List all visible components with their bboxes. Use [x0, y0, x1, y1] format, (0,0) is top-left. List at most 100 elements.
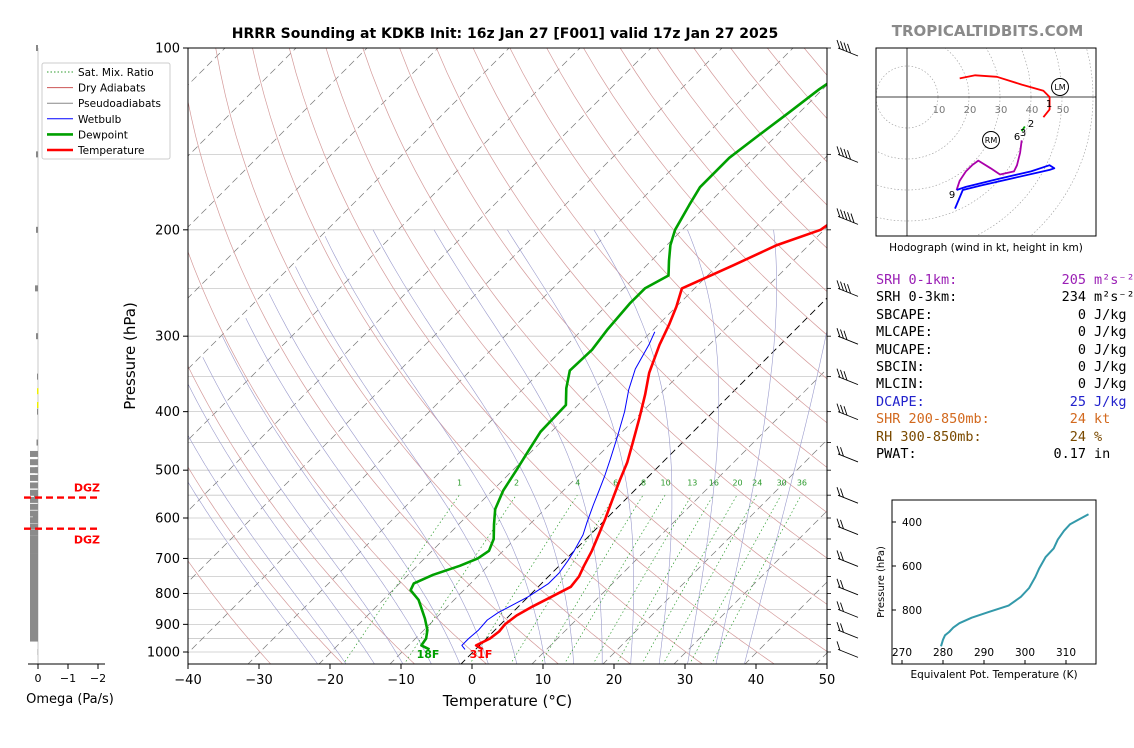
mixing-ratio-line: [563, 495, 666, 664]
mixing-ratio-line: [510, 495, 616, 664]
omega-bar: [30, 580, 38, 587]
dry-adiabat-line: [362, 48, 827, 605]
mixing-ratio-label: 1: [457, 479, 462, 488]
omega-bar: [30, 529, 38, 536]
omega-x-tick-label: −1: [60, 672, 76, 685]
isotherm-line: [188, 48, 439, 299]
omega-axis-label: Omega (Pa/s): [26, 692, 114, 707]
hodograph-marker-circle: [1051, 78, 1069, 96]
pseudoadiabat-line: [687, 229, 720, 664]
omega-bar: [37, 408, 38, 415]
omega-bar: [30, 467, 38, 474]
y-tick-label: 600: [155, 512, 180, 527]
omega-bar: [30, 559, 38, 566]
isotherm-line: [188, 48, 297, 157]
param-unit: J/kg: [1094, 306, 1127, 323]
wind-barb: [836, 39, 859, 57]
wind-barb: [836, 403, 859, 421]
mixing-ratio-label: 30: [777, 479, 787, 488]
omega-x-tick-label: 0: [35, 672, 42, 685]
omega-bar: [30, 553, 38, 560]
dry-adiabat-line: [188, 365, 416, 664]
legend-label: Dry Adiabats: [78, 83, 146, 95]
legend-label: Temperature: [77, 145, 145, 157]
theta-e-x-axis-label: Equivalent Pot. Temperature (K): [910, 669, 1077, 681]
series-wetbulb-line: [461, 331, 656, 650]
y-tick-label: 900: [155, 618, 180, 633]
brand-logo-text: TROPICALTIDBITS.COM: [891, 22, 1084, 40]
param-value: 0: [1077, 358, 1086, 375]
isotherm-line: [318, 155, 827, 664]
theta-e-y-tick-label: 800: [902, 605, 922, 617]
isotherm-line: [188, 48, 581, 441]
param-label: SRH 0-3km:: [876, 289, 958, 306]
omega-bar: [30, 503, 38, 510]
param-unit: J/kg: [1094, 376, 1127, 393]
omega-bar: [36, 226, 38, 233]
legend-box: [41, 62, 171, 160]
x-tick-label: 0: [468, 673, 476, 688]
omega-bar: [30, 585, 38, 592]
omega-bar: [30, 564, 38, 571]
isotherm-line: [247, 84, 827, 664]
dry-adiabat-line: [436, 48, 827, 513]
wind-barb: [836, 601, 859, 618]
pseudoadiabat-line: [245, 317, 461, 664]
skewt-frame: [187, 47, 828, 665]
wind-barb: [836, 578, 859, 596]
hodograph-ring-label: 30: [995, 105, 1008, 116]
omega-bar: [30, 510, 38, 517]
omega-bar: [30, 631, 38, 638]
isotherm-line: [389, 226, 827, 664]
param-label: PWAT:: [876, 445, 917, 462]
param-label: MUCAPE:: [876, 341, 933, 358]
param-unit: kt: [1094, 411, 1111, 428]
hodograph-caption: Hodograph (wind in kt, height in km): [889, 242, 1083, 254]
dry-adiabat-line: [188, 560, 272, 664]
hodograph-trace: [959, 74, 1051, 118]
pseudoadiabat-line: [593, 229, 673, 664]
pseudoadiabat-line: [188, 383, 375, 664]
param-unit: J/kg: [1094, 358, 1127, 375]
param-value: 0: [1077, 306, 1086, 323]
param-value: 0.17: [1053, 445, 1086, 462]
param-label: MLCAPE:: [876, 324, 933, 341]
theta-e-x-tick-label: 310: [1056, 647, 1076, 659]
x-tick-label: −20: [316, 673, 343, 688]
pseudoadiabat-line: [268, 293, 489, 664]
omega-bar: [30, 489, 38, 496]
surface-dewpoint-label: 18F: [417, 648, 440, 661]
mixing-ratio-line: [592, 495, 693, 664]
param-label: SBCIN:: [876, 358, 925, 375]
param-value: 24: [1069, 411, 1086, 428]
omega-bar: [30, 474, 38, 481]
dry-adiabat-line: [546, 48, 827, 380]
theta-e-line: [940, 513, 1089, 647]
dgz-label: DGZ: [74, 534, 100, 547]
legend-label: Pseudoadiabats: [78, 98, 161, 110]
theta-e-frame: [891, 499, 1097, 665]
y-tick-label: 500: [155, 464, 180, 479]
theta-e-x-tick-label: 300: [1015, 647, 1035, 659]
dry-adiabat-line: [583, 48, 827, 336]
theta-e-x-tick-label: 280: [933, 647, 953, 659]
hodograph-trace: [954, 164, 1056, 209]
mixing-ratio-line: [469, 495, 578, 664]
param-row: SRH 0-3km: 234 m²s⁻²: [876, 289, 1134, 306]
x-tick-label: 40: [748, 673, 765, 688]
param-unit: J/kg: [1094, 393, 1127, 410]
wind-barb: [836, 368, 859, 386]
omega-bar: [30, 459, 38, 466]
y-tick-label: 200: [155, 223, 180, 238]
isotherm-line: [188, 48, 723, 583]
omega-bar: [30, 482, 38, 489]
hodograph-marker-circle: [982, 131, 1000, 149]
param-label: SBCAPE:: [876, 306, 933, 323]
y-tick-label: 100: [155, 42, 180, 57]
dry-adiabat-line: [288, 48, 775, 664]
legend-label: Dewpoint: [78, 129, 128, 141]
omega-bar: [30, 547, 38, 554]
legend-label: Sat. Mix. Ratio: [78, 67, 154, 79]
dry-adiabat-line: [509, 48, 827, 424]
mixing-ratio-line: [342, 494, 460, 664]
